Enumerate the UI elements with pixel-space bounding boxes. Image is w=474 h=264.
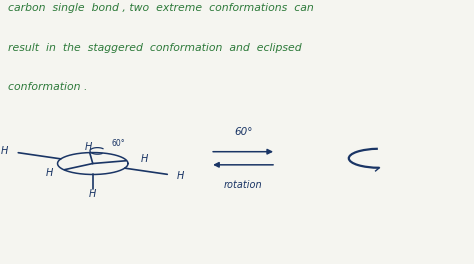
Text: conformation .: conformation . <box>8 82 88 92</box>
Text: H: H <box>1 146 9 156</box>
Text: H: H <box>84 142 92 152</box>
Text: 60°: 60° <box>112 139 126 148</box>
Text: carbon  single  bond , two  extreme  conformations  can: carbon single bond , two extreme conform… <box>8 3 314 13</box>
Text: result  in  the  staggered  conformation  and  eclipsed: result in the staggered conformation and… <box>8 43 302 53</box>
Text: rotation: rotation <box>224 180 263 190</box>
Text: H: H <box>140 154 148 164</box>
Text: H: H <box>89 189 96 199</box>
Text: 60°: 60° <box>234 127 252 137</box>
Text: H: H <box>177 171 184 181</box>
Text: H: H <box>46 168 53 178</box>
